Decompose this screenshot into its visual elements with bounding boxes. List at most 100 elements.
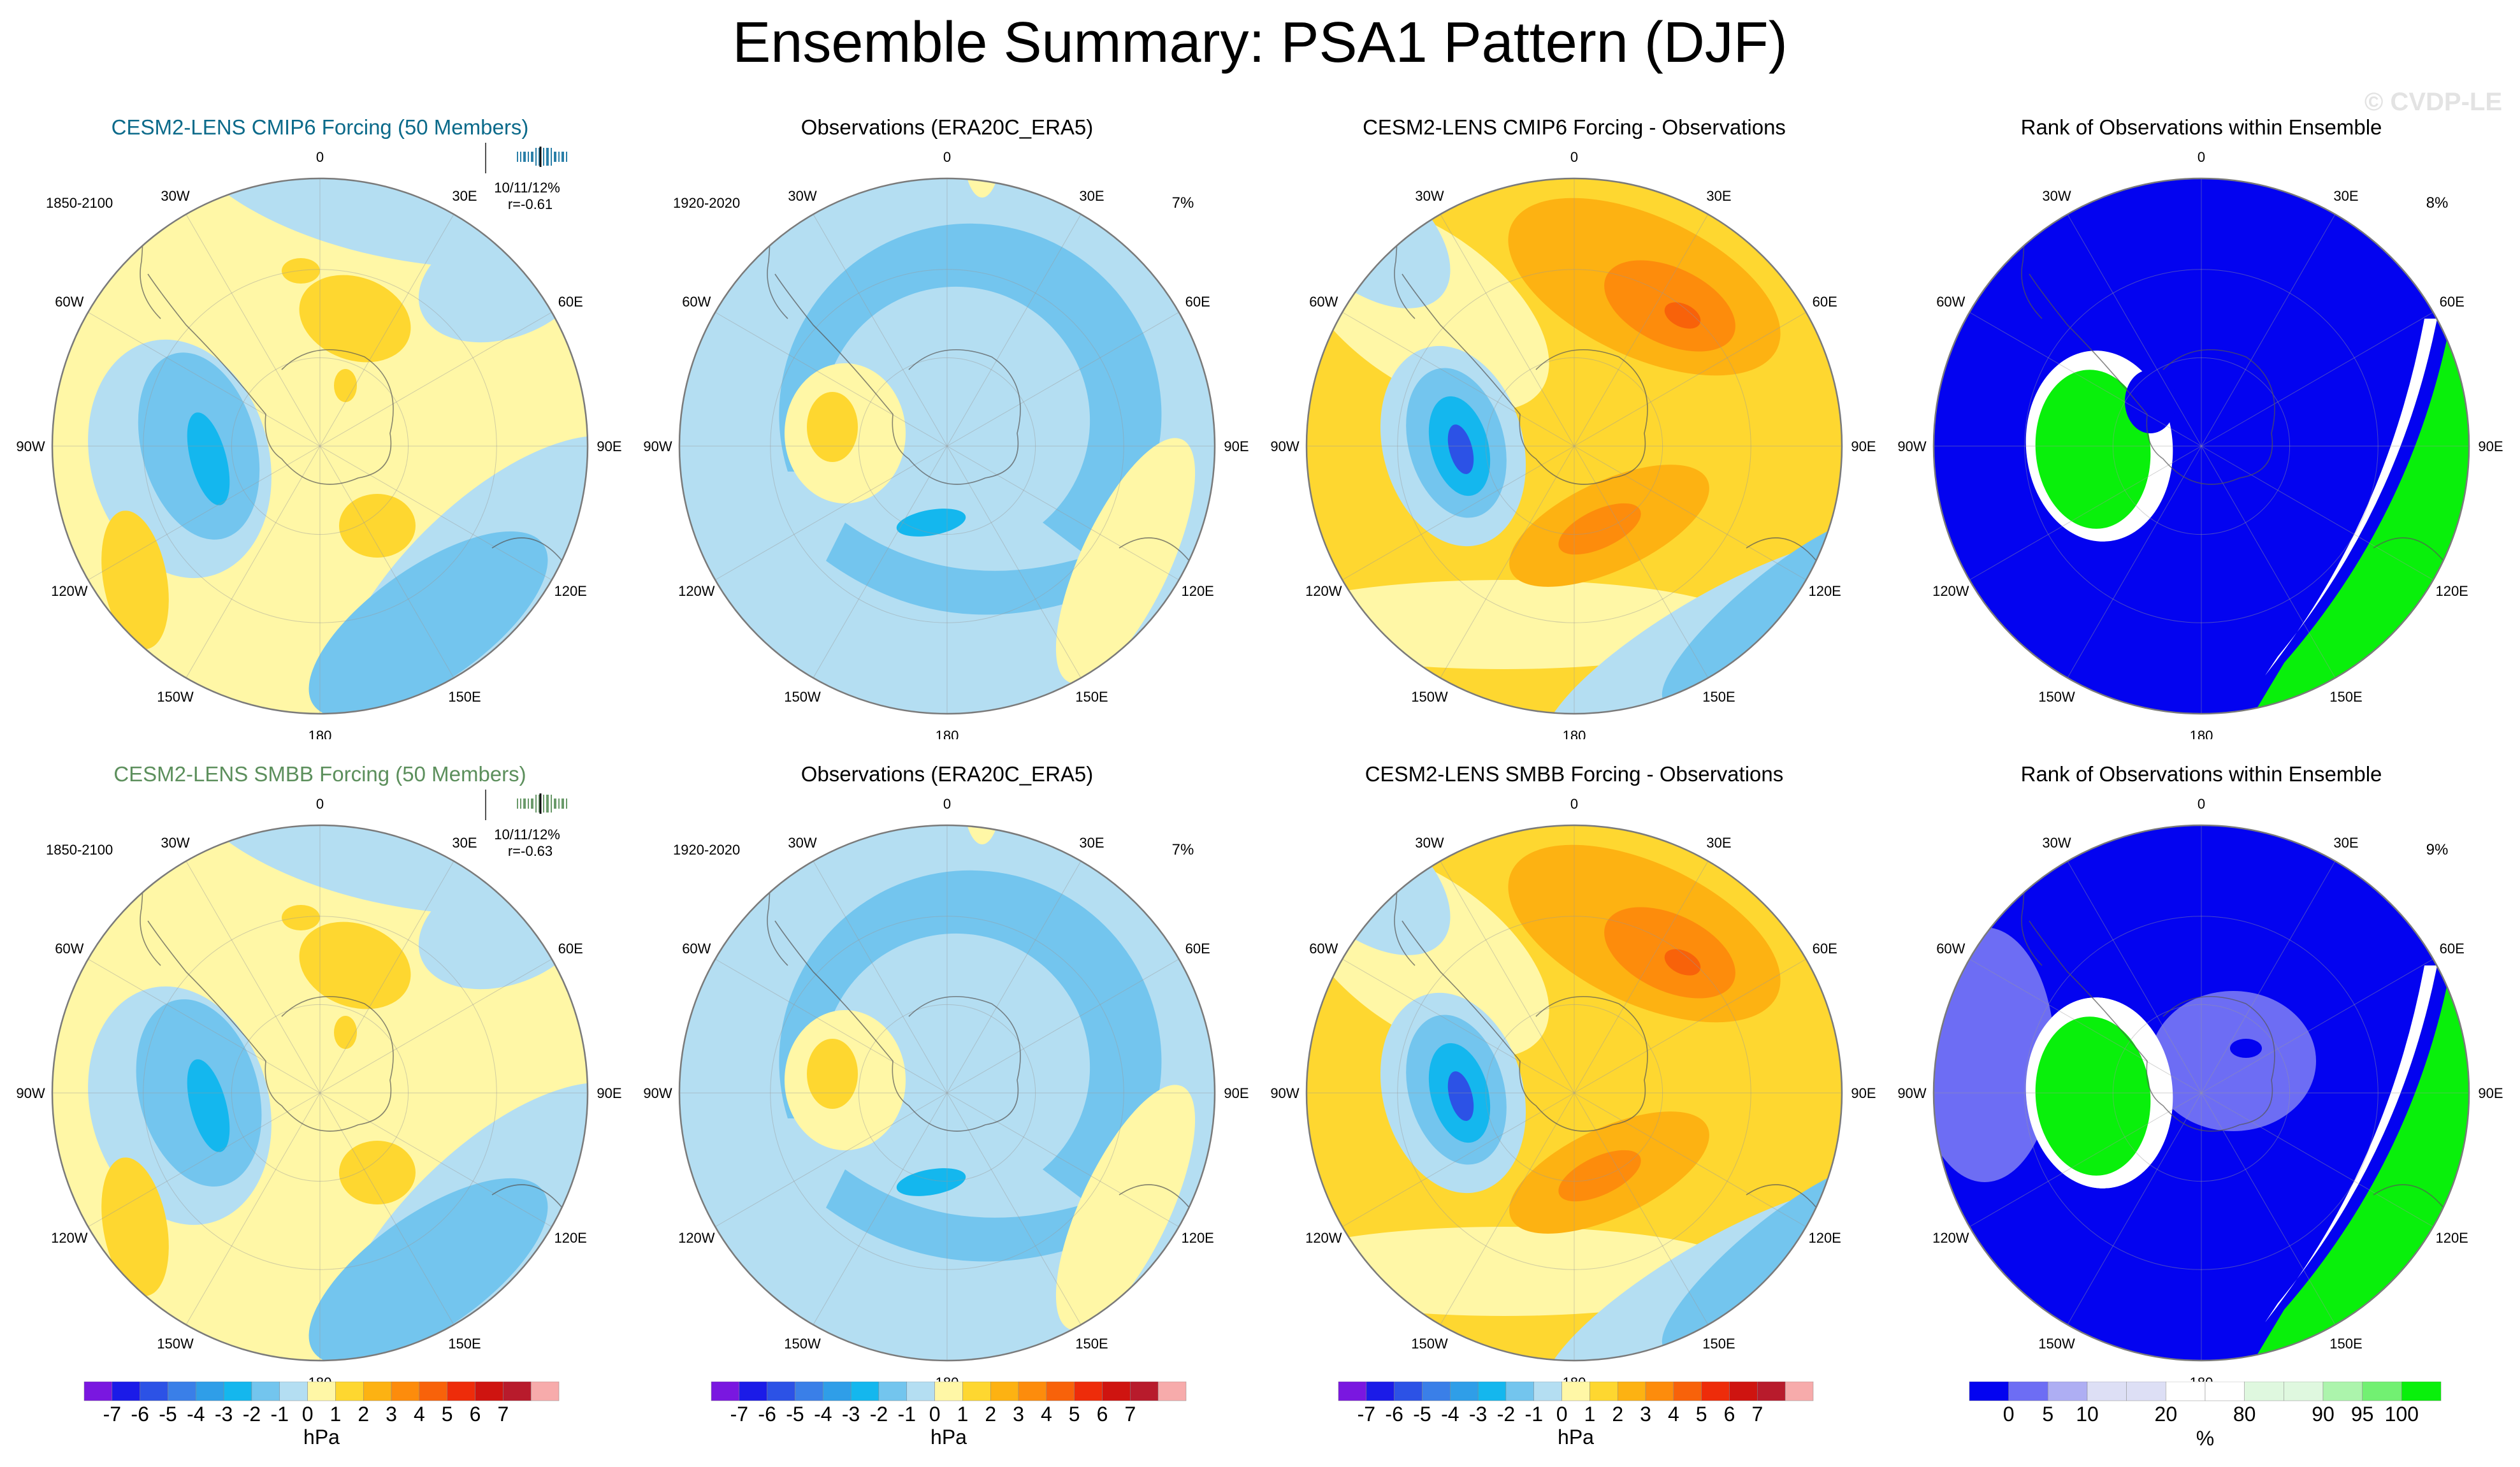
longitude-label: 60W	[1936, 294, 1965, 310]
longitude-label: 120E	[554, 583, 586, 599]
map-field	[1934, 178, 2469, 714]
longitude-label: 150E	[448, 1336, 481, 1352]
map-panel-ensemble: 0 30E 60E 90E 120E 150E 180 150W 120W 90W 60W 30W 18…	[8, 115, 621, 752]
field-positive-sw	[101, 1157, 169, 1296]
meridian-line	[1574, 445, 1806, 581]
longitude-label: 180	[2190, 728, 2213, 739]
parallel-line	[858, 1004, 1036, 1182]
colorbar-tick-label: 4	[414, 1403, 425, 1426]
colorbar-swatch	[1673, 1382, 1702, 1401]
colorbar-swatch	[990, 1382, 1019, 1401]
field-negative-core	[896, 509, 966, 537]
meridian-line	[813, 1092, 948, 1325]
longitude-label: 30E	[2333, 188, 2358, 204]
antarctica-outline	[147, 920, 394, 1132]
colorbar-tick-label: 1	[330, 1403, 342, 1426]
colorbar-tick-label: 5	[1069, 1403, 1080, 1426]
colorbar-tick-label: 0	[2003, 1403, 2015, 1426]
meridian-line	[2201, 861, 2336, 1094]
colorbar-tick-label: 3	[1013, 1403, 1024, 1426]
colorbar-swatch	[1617, 1382, 1646, 1401]
colorbar-tick-label: -1	[898, 1403, 916, 1426]
colorbar-tick-label: -1	[271, 1403, 289, 1426]
longitude-label: 60E	[2440, 941, 2465, 957]
meridian-line	[2201, 1092, 2336, 1325]
colorbar-tick-label: 7	[497, 1403, 509, 1426]
graticule	[1934, 825, 2469, 1361]
meridian-line	[2067, 445, 2202, 678]
longitude-label: 120E	[554, 1230, 586, 1246]
colorbar-swatch	[711, 1382, 740, 1401]
colorbar-swatch	[767, 1382, 795, 1401]
pattern-correlation-label: r=-0.61	[508, 196, 553, 212]
parallel-line	[770, 269, 1124, 623]
colorbar-swatch	[1561, 1382, 1590, 1401]
colorbar-tick-label: -4	[187, 1403, 205, 1426]
map-field	[52, 178, 588, 714]
field-negative-west-core	[1447, 1071, 1474, 1121]
longitude-label: 0	[1570, 796, 1578, 812]
field-positive-ne-max	[1664, 949, 1701, 976]
map-field	[1307, 825, 1842, 1361]
longitude-label: 60E	[1813, 294, 1837, 310]
longitude-label: 90W	[1270, 438, 1299, 454]
colorbar-swatch	[223, 1382, 252, 1401]
longitude-label: 120E	[2435, 583, 2468, 599]
longitude-label: 60W	[682, 941, 711, 957]
panel-title: Rank of Observations within Ensemble	[2020, 115, 2382, 139]
colorbar-swatch	[906, 1382, 935, 1401]
map-boundary	[51, 824, 589, 1362]
longitude-label: 60W	[1936, 941, 1965, 957]
longitude-label: 90W	[643, 438, 672, 454]
colorbar-tick-label: -2	[870, 1403, 888, 1426]
colorbar-tick-label: 95	[2351, 1403, 2374, 1426]
meridian-line	[88, 1092, 321, 1227]
meridian-line	[1574, 445, 1709, 678]
colorbar-tick-label: -1	[1525, 1403, 1543, 1426]
colorbar-tick-label: -5	[786, 1403, 804, 1426]
longitude-label: 60E	[1813, 941, 1837, 957]
map-field	[1307, 178, 1842, 714]
colorbar-swatch	[1645, 1382, 1674, 1401]
variance-pct-label: 7%	[1172, 194, 1194, 212]
longitude-label: 120W	[51, 583, 88, 599]
longitude-label: 30E	[1079, 835, 1104, 851]
antarctica-outline	[2029, 920, 2275, 1132]
meridian-line	[88, 312, 321, 447]
period-label: 1850-2100	[46, 842, 113, 858]
field-negative-west-core	[1447, 424, 1474, 474]
map-boundary	[678, 824, 1216, 1362]
field-negative-ring	[779, 870, 1162, 1208]
colorbar-tick-label: 6	[1724, 1403, 1735, 1426]
meridian-line	[1574, 958, 1806, 1094]
longitude-label: 60E	[558, 941, 583, 957]
longitude-label: 60E	[558, 294, 583, 310]
meridian-line	[2201, 445, 2336, 678]
panel-title: Observations (ERA20C_ERA5)	[800, 762, 1094, 786]
longitude-label: 0	[1570, 149, 1578, 165]
meridian-line	[946, 445, 1179, 581]
colorbar-swatch	[475, 1382, 503, 1401]
pattern-correlation-label: r=-0.63	[508, 843, 553, 859]
meridian-line	[2201, 445, 2433, 581]
colorbar-swatch	[934, 1382, 963, 1401]
south-america-outline	[2003, 825, 2043, 966]
meridian-line	[1342, 312, 1575, 447]
map-field	[1934, 825, 2469, 1361]
polar-map: 0 30E 60E 90E 120E 150E 180 150W 120W 90W 60W 30W	[1270, 149, 1876, 739]
colorbar-swatch	[1157, 1382, 1187, 1401]
longitude-label: 30W	[161, 835, 189, 851]
colorbar-swatch	[168, 1382, 196, 1401]
longitude-label: 90E	[2478, 1085, 2503, 1101]
map-boundary	[1305, 824, 1843, 1362]
colorbar-tick-label: 4	[1041, 1403, 1052, 1426]
longitude-label: 90W	[643, 1085, 672, 1101]
polar-map: 030E60E90E120E150E180150W120W90W60W30W19…	[643, 796, 1249, 1386]
colorbar-swatch	[795, 1382, 823, 1401]
colorbar-tick-label: 6	[1097, 1403, 1108, 1426]
parallel-line	[2112, 1004, 2291, 1182]
ensemble-spread-markers	[485, 143, 567, 173]
antarctica-outline	[774, 920, 1021, 1132]
variance-pct-label: 7%	[1172, 841, 1194, 858]
variance-pct-label: 8%	[2426, 194, 2449, 212]
